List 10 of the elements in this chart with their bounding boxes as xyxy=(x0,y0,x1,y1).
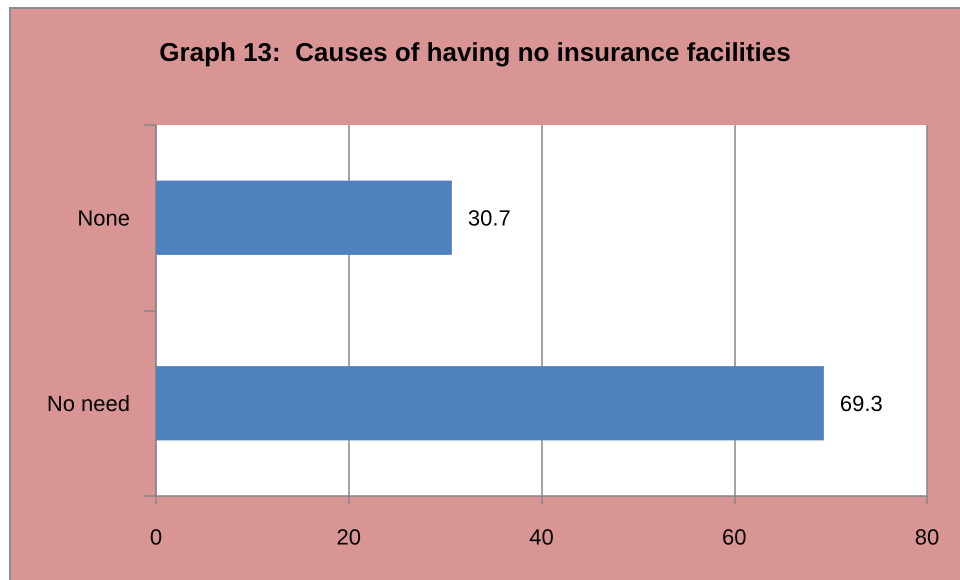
x-tick-label: 20 xyxy=(336,524,361,550)
x-tick-label: 0 xyxy=(150,524,162,550)
data-label: 30.7 xyxy=(468,205,511,230)
y-tick-label: None xyxy=(77,205,130,230)
chart-title: Graph 13: Causes of having no insurance facilities xyxy=(159,37,791,67)
x-tick-label: 80 xyxy=(914,524,940,550)
x-tick-label: 40 xyxy=(529,524,554,550)
x-tick-label: 60 xyxy=(722,524,746,550)
y-tick-label: No need xyxy=(46,390,130,416)
data-label: 69.3 xyxy=(840,390,883,416)
